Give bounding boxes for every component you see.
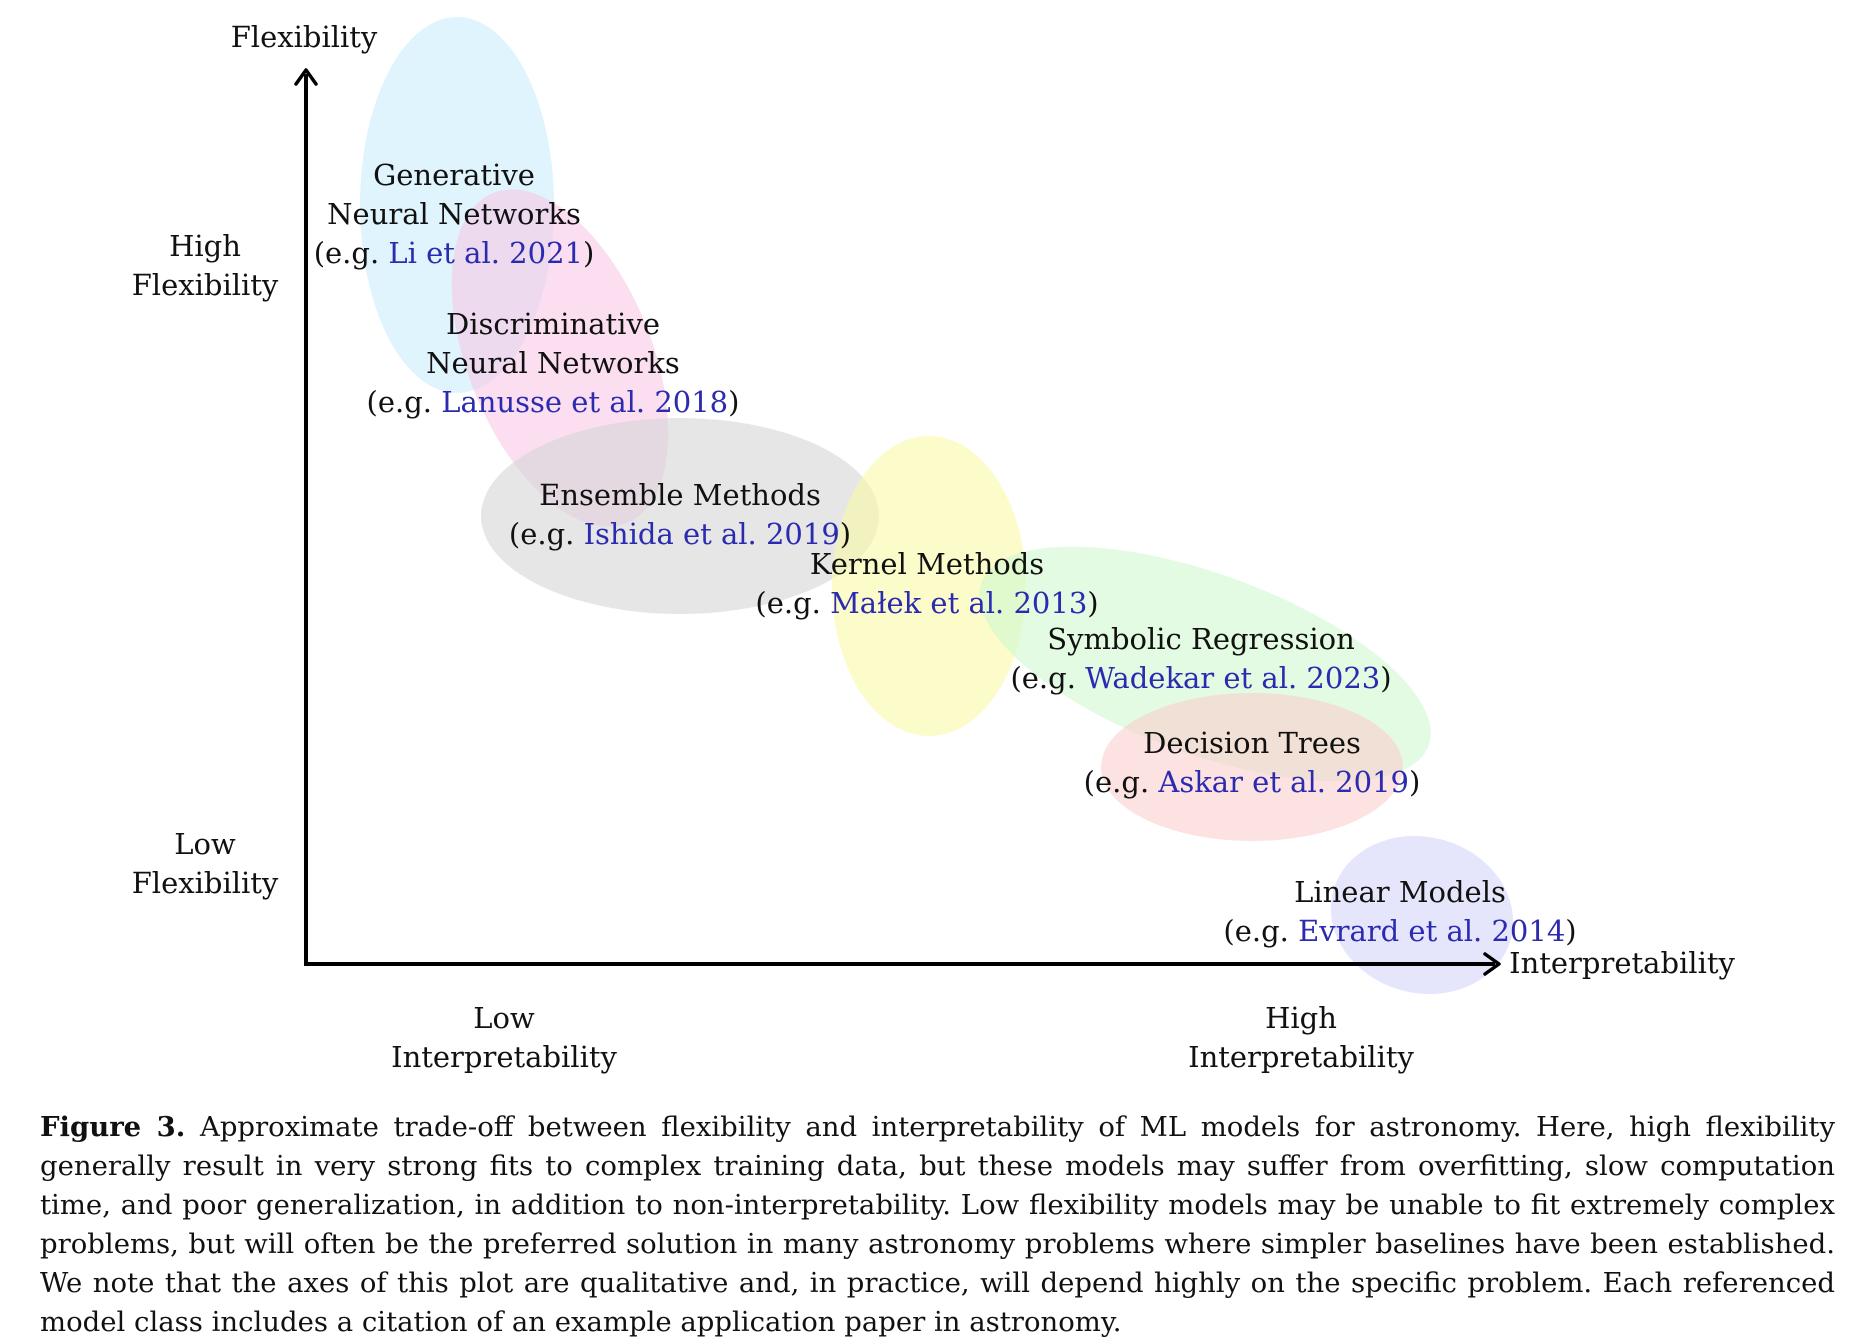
y-low-label: Low Flexibility <box>131 827 279 900</box>
region-linear-label: Linear Models (e.g. Evrard et al. 2014) <box>1223 875 1577 948</box>
flexibility-interpretability-diagram: Flexibility Interpretability High Flexibi… <box>131 17 1735 1074</box>
region-generative-label: Generative Neural Networks (e.g. Li et a… <box>313 158 595 270</box>
x-low-label: Low Interpretability <box>391 1001 617 1074</box>
citation-link[interactable]: Li et al. 2021 <box>388 236 583 270</box>
diagram-canvas <box>294 17 1514 995</box>
x-axis-arrow-icon <box>1483 952 1501 976</box>
region-linear-ellipse <box>1330 835 1514 995</box>
citation-link[interactable]: Lanusse et al. 2018 <box>441 385 729 419</box>
citation-link[interactable]: Małek et al. 2013 <box>830 586 1088 620</box>
citation-link[interactable]: Ishida et al. 2019 <box>583 517 840 551</box>
citation-link[interactable]: Wadekar et al. 2023 <box>1085 661 1381 695</box>
region-discriminative-label: Discriminative Neural Networks (e.g. Lan… <box>366 307 740 419</box>
caption-text: Approximate trade-off between flexibilit… <box>40 1111 1836 1338</box>
y-high-label: High Flexibility <box>131 229 279 302</box>
region-kernel-ellipse <box>832 436 1026 736</box>
y-axis-arrow-icon <box>294 68 318 86</box>
region-trees-ellipse <box>1101 693 1403 841</box>
region-ensemble-ellipse <box>481 418 879 614</box>
region-kernel-label: Kernel Methods (e.g. Małek et al. 2013) <box>755 547 1099 620</box>
caption-label: Figure 3. <box>40 1111 186 1143</box>
x-axis-title: Interpretability <box>1509 946 1735 980</box>
citation-link[interactable]: Evrard et al. 2014 <box>1298 914 1566 948</box>
region-ensemble-label: Ensemble Methods (e.g. Ishida et al. 201… <box>508 478 852 551</box>
x-high-label: High Interpretability <box>1188 1001 1414 1074</box>
figure-caption: Figure 3. Approximate trade-off between … <box>40 1108 1835 1342</box>
region-trees-label: Decision Trees (e.g. Askar et al. 2019) <box>1083 726 1421 799</box>
citation-link[interactable]: Askar et al. 2019 <box>1158 765 1409 799</box>
region-symbolic-label: Symbolic Regression (e.g. Wadekar et al.… <box>1010 622 1392 695</box>
y-axis-title: Flexibility <box>230 20 378 54</box>
